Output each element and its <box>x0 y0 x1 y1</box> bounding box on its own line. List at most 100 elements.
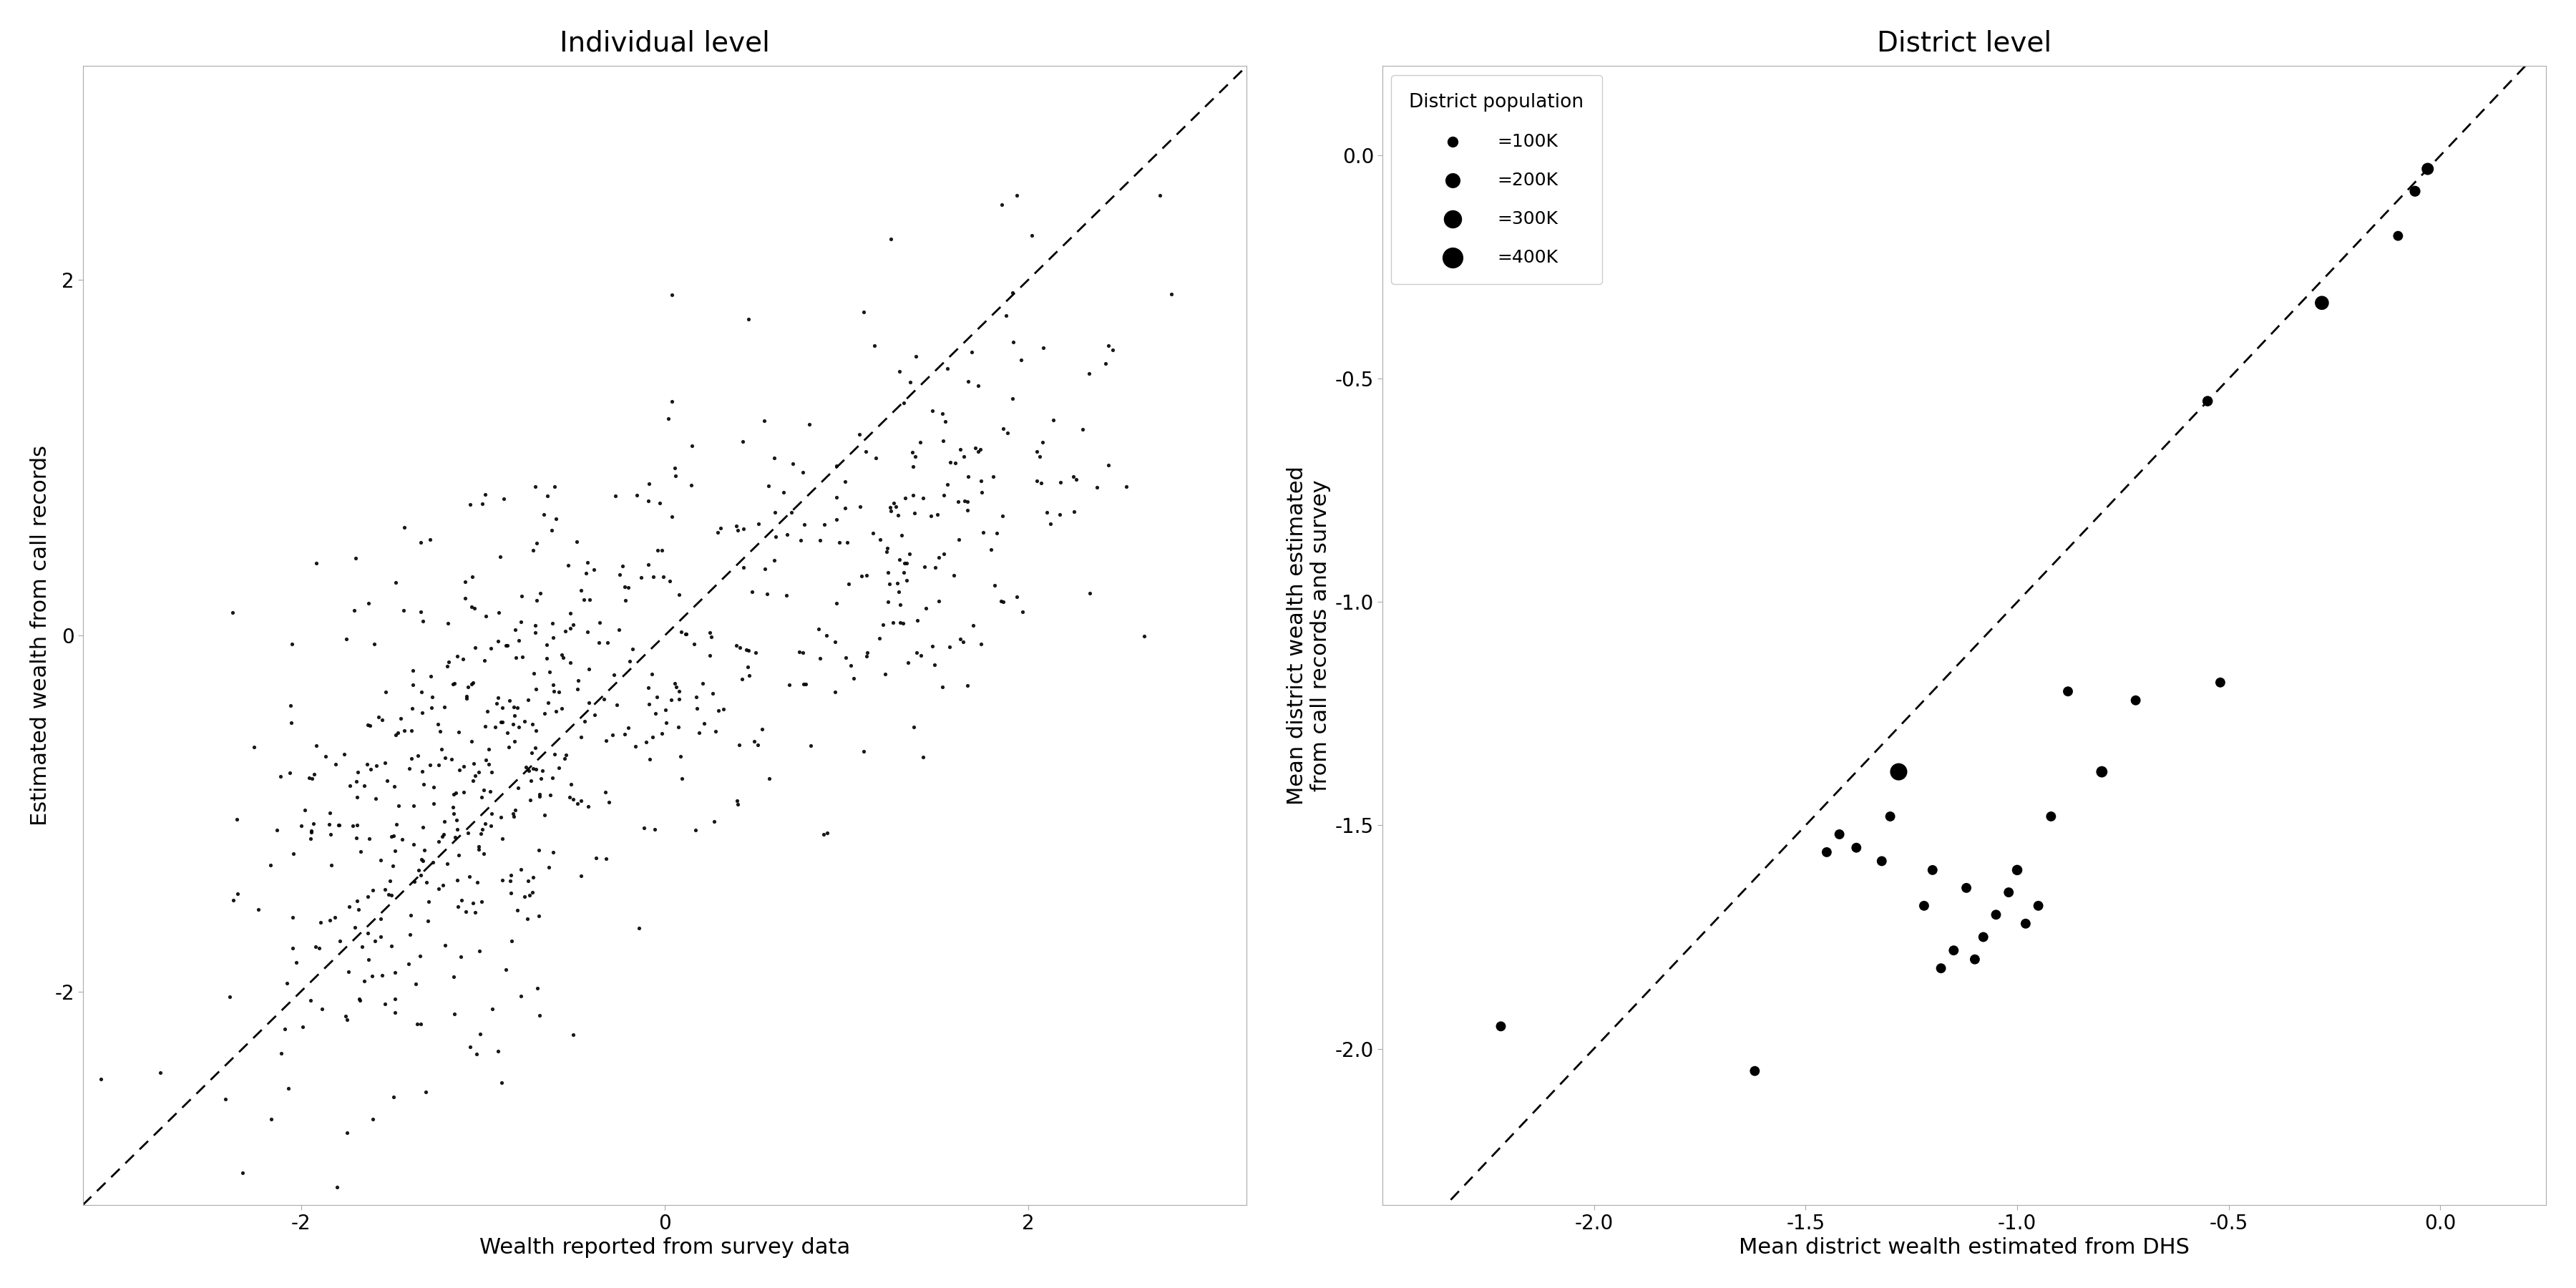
Point <box>726 639 768 659</box>
Point <box>729 666 770 687</box>
Point <box>417 714 459 734</box>
Point <box>348 923 389 944</box>
Point <box>551 614 592 635</box>
Point <box>451 596 492 617</box>
Point <box>652 285 693 305</box>
Point <box>469 739 510 760</box>
Point <box>623 818 665 838</box>
Point <box>551 774 592 795</box>
Point <box>564 711 605 732</box>
Point <box>291 768 332 788</box>
Point <box>827 574 868 595</box>
Point <box>953 616 994 636</box>
Point <box>644 567 685 587</box>
Point <box>435 672 477 693</box>
Point <box>889 372 930 393</box>
Point <box>345 753 386 774</box>
Point <box>469 782 510 802</box>
Point <box>412 793 453 814</box>
Point <box>1033 410 1074 430</box>
Point <box>531 768 572 788</box>
Point <box>453 902 495 922</box>
Point <box>1087 335 1128 355</box>
Point <box>283 800 325 820</box>
Point <box>629 473 670 493</box>
Point <box>410 529 451 550</box>
Point <box>644 699 685 720</box>
Point <box>652 392 693 412</box>
Point <box>1945 877 1986 898</box>
Point <box>482 828 523 849</box>
Point <box>845 440 886 461</box>
Point <box>654 672 696 693</box>
Point <box>433 674 474 694</box>
Point <box>569 659 611 680</box>
Point <box>294 813 335 833</box>
Point <box>647 712 688 733</box>
Point <box>770 502 811 523</box>
Point <box>461 823 502 844</box>
Point <box>299 938 340 958</box>
Point <box>407 891 448 912</box>
Point <box>531 613 572 634</box>
Point <box>974 466 1015 487</box>
Point <box>804 824 845 845</box>
Point <box>206 1088 247 1109</box>
Point <box>456 1043 497 1064</box>
Point <box>721 431 762 452</box>
Point <box>497 698 538 719</box>
Point <box>335 827 376 848</box>
Point <box>250 855 291 876</box>
Point <box>515 616 556 636</box>
Point <box>587 632 629 653</box>
Point <box>956 438 997 459</box>
Point <box>355 756 397 777</box>
Point <box>1904 895 1945 916</box>
Point <box>827 532 868 553</box>
Point <box>363 752 404 773</box>
Point <box>379 796 420 817</box>
Point <box>448 1037 489 1057</box>
Point <box>549 603 590 623</box>
Point <box>546 744 587 765</box>
Point <box>384 720 425 741</box>
Point <box>845 647 886 667</box>
Point <box>348 715 389 735</box>
Point <box>896 611 938 631</box>
Point <box>544 621 585 641</box>
Point <box>446 685 487 706</box>
Point <box>507 909 549 930</box>
Point <box>533 627 574 648</box>
Point <box>466 701 507 721</box>
Point <box>690 645 732 666</box>
Point <box>569 589 611 609</box>
Point <box>270 696 312 716</box>
Point <box>435 827 477 848</box>
Point <box>598 564 639 585</box>
Point <box>649 571 690 591</box>
Point <box>762 482 804 502</box>
Point <box>884 613 925 634</box>
Point <box>451 730 492 751</box>
Point <box>1139 185 1180 206</box>
Point <box>744 558 786 578</box>
Point <box>922 544 963 564</box>
Point <box>788 413 829 434</box>
Point <box>492 931 533 952</box>
Point <box>435 645 477 666</box>
Point <box>1963 927 2004 948</box>
Point <box>477 1041 518 1061</box>
Point <box>402 681 443 702</box>
Point <box>840 496 881 516</box>
Point <box>773 453 814 474</box>
Point <box>781 531 822 551</box>
Point <box>611 652 652 672</box>
Point <box>881 594 922 614</box>
Point <box>513 714 554 734</box>
Point <box>582 689 623 710</box>
Point <box>526 648 567 668</box>
Point <box>2004 913 2045 934</box>
Point <box>842 301 884 322</box>
Point <box>451 567 492 587</box>
Point <box>783 674 824 694</box>
